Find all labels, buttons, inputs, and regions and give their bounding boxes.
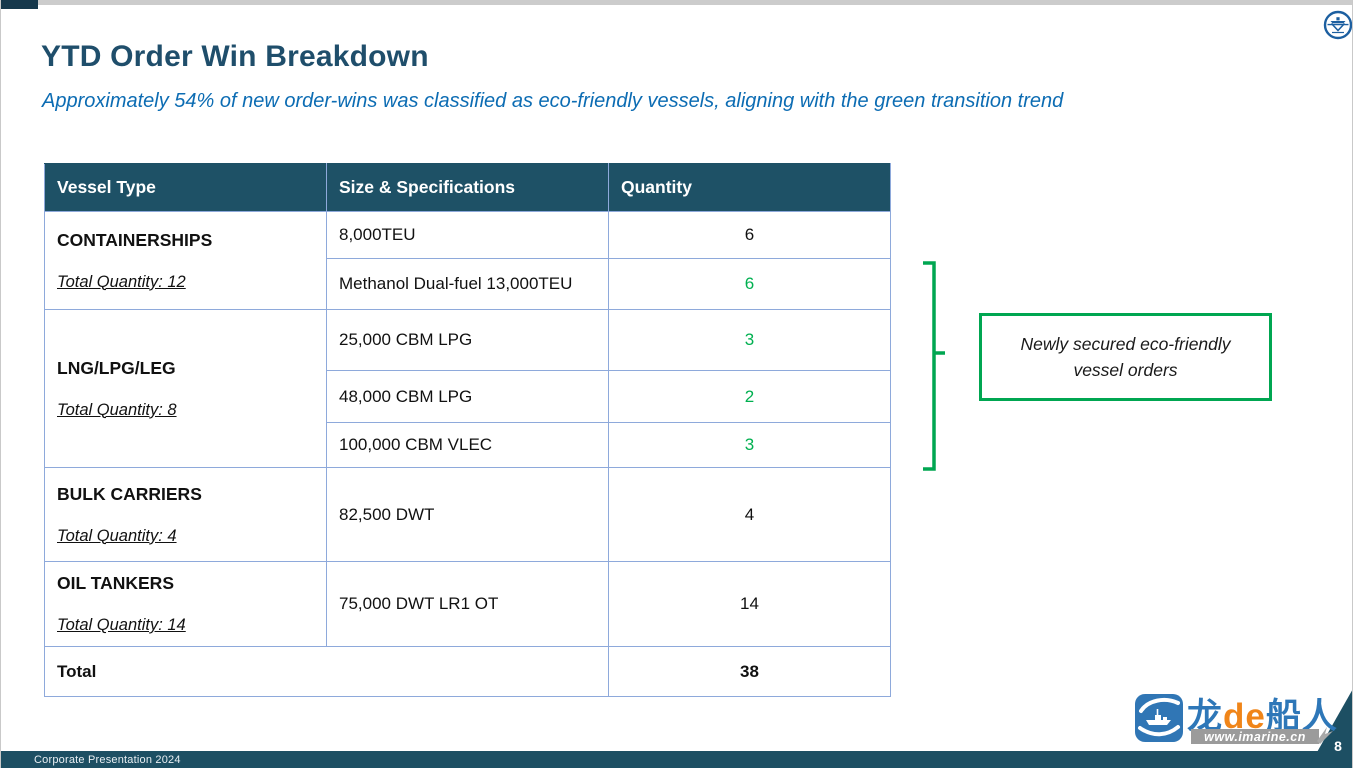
vessel-type-cell: CONTAINERSHIPS Total Quantity: 12 [44, 211, 327, 310]
eco-callout-box: Newly secured eco-friendly vessel orders [979, 313, 1272, 401]
col-header-size-specs: Size & Specifications [326, 163, 609, 212]
brand-url: www.imarine.cn [1204, 729, 1306, 744]
spec-cell: 25,000 CBM LPG [326, 309, 609, 371]
quantity-cell: 4 [608, 467, 891, 562]
table-row: LNG/LPG/LEG Total Quantity: 8 25,000 CBM L… [44, 309, 891, 468]
order-win-table: Vessel Type Size & Specifications Quanti… [44, 163, 891, 697]
vessel-type-name: LNG/LPG/LEG [57, 357, 176, 378]
brand-arrow-decoration [1317, 725, 1335, 750]
table-row: BULK CARRIERS Total Quantity: 4 82,500 DWT… [44, 467, 891, 562]
ship-logo-icon [1135, 694, 1183, 742]
quantity-cell-eco: 6 [608, 258, 891, 310]
footer-text: Corporate Presentation 2024 [34, 754, 181, 766]
table-row: Methanol Dual-fuel 13,000TEU 6 [45, 258, 891, 310]
vessel-type-name: CONTAINERSHIPS [57, 229, 213, 250]
vessel-total-quantity: Total Quantity: 4 [57, 526, 177, 545]
vessel-total-quantity: Total Quantity: 14 [57, 616, 186, 634]
eco-callout-text: Newly secured eco-friendly vessel orders [1020, 333, 1231, 380]
table-row: OIL TANKERS Total Quantity: 14 75,000 DWT … [44, 561, 891, 647]
spec-cell: 75,000 DWT LR1 OT [326, 561, 609, 647]
vessel-type-name: BULK CARRIERS [57, 483, 202, 504]
vessel-total-quantity: Total Quantity: 12 [57, 272, 186, 291]
top-edge-strip [1, 0, 1352, 5]
total-value: 38 [608, 646, 891, 697]
quantity-cell-eco: 3 [608, 309, 891, 371]
col-header-vessel-type: Vessel Type [44, 163, 327, 212]
quantity-cell: 14 [608, 561, 891, 647]
footer-bar [1, 751, 1352, 768]
spec-cell: 48,000 CBM LPG [326, 370, 609, 423]
table-header-row: Vessel Type Size & Specifications Quanti… [44, 163, 891, 212]
spec-cell: Methanol Dual-fuel 13,000TEU [326, 258, 609, 310]
spec-cell: 82,500 DWT [326, 467, 609, 562]
quantity-cell: 6 [608, 211, 891, 259]
page-title: YTD Order Win Breakdown [41, 40, 429, 73]
brand-url-band: www.imarine.cn [1191, 729, 1319, 744]
page-subtitle: Approximately 54% of new order-wins was … [42, 90, 1064, 112]
spec-cell: 100,000 CBM VLEC [326, 422, 609, 468]
vessel-type-cell: BULK CARRIERS Total Quantity: 4 [44, 467, 327, 562]
order-table-body: CONTAINERSHIPS Total Quantity: 12 8,000TEU… [44, 211, 891, 697]
corner-triangle-decoration [1308, 687, 1352, 768]
table-total-row: Total 38 [44, 646, 891, 697]
col-header-quantity: Quantity [608, 163, 891, 212]
vessel-type-cell: OIL TANKERS Total Quantity: 14 [44, 561, 327, 647]
page-number: 8 [1334, 738, 1342, 754]
table-row: CONTAINERSHIPS Total Quantity: 12 8,000TEU… [44, 211, 891, 310]
ship-emblem-icon [1323, 10, 1352, 40]
vessel-type-cell: LNG/LPG/LEG Total Quantity: 8 [44, 309, 327, 468]
eco-group-bracket-icon [919, 260, 947, 477]
total-label: Total [44, 646, 609, 697]
table-row: 100,000 CBM VLEC 3 [45, 422, 891, 468]
vessel-type-name: OIL TANKERS [57, 573, 174, 593]
spec-cell: 8,000TEU [326, 211, 609, 259]
quantity-cell-eco: 2 [608, 370, 891, 423]
vessel-total-quantity: Total Quantity: 8 [57, 400, 177, 419]
quantity-cell-eco: 3 [608, 422, 891, 468]
top-left-corner-bar [1, 0, 38, 9]
